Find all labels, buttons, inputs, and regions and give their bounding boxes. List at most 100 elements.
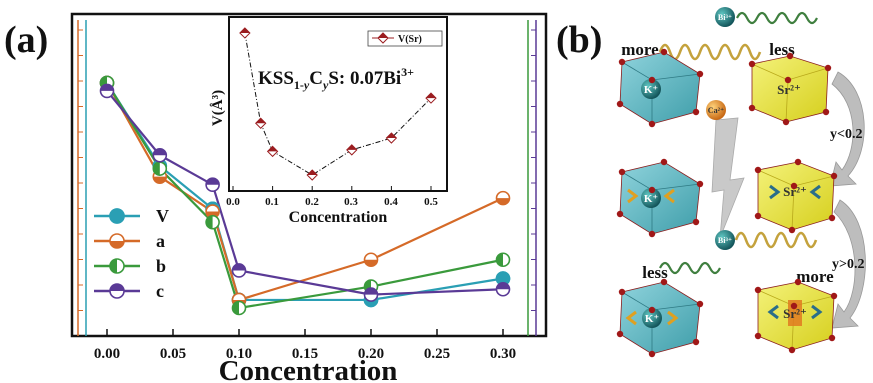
oxygen-atom	[692, 338, 700, 346]
oxygen-atom	[616, 210, 624, 218]
oxygen-atom	[788, 346, 796, 354]
inset-data-point	[346, 144, 358, 156]
data-point-c	[363, 287, 379, 302]
data-point-c	[205, 177, 220, 193]
main-x-tick-labels: 0.00 0.05 0.10 0.15 0.20 0.25 0.30	[94, 346, 516, 362]
oxygen-atom	[618, 58, 626, 66]
oxygen-atom	[648, 186, 656, 194]
oxygen-atom	[830, 172, 838, 180]
inset-x-tick-label: 0.1	[265, 196, 279, 208]
oxygen-atom	[790, 302, 798, 310]
condition-y-greater: y>0.2	[832, 257, 864, 272]
k-polyhedron-3: K⁺	[619, 281, 701, 355]
sr-ion-label: Sr²⁺	[777, 82, 801, 97]
data-point-V	[495, 271, 511, 286]
sr-polyhedron-1: Sr²⁺	[751, 55, 829, 123]
inset-x-tick-label: 0.4	[384, 196, 398, 208]
inset-legend: V(Sr)	[367, 30, 443, 47]
oxygen-atom	[648, 306, 656, 314]
oxygen-atom	[828, 214, 836, 222]
x-tick-label: 0.30	[490, 346, 516, 362]
ca-ion-label: Ca²⁺	[708, 106, 724, 115]
oxygen-atom	[790, 182, 798, 190]
bi-ion-top-label: Bi³⁺	[718, 13, 732, 22]
oxygen-atom	[828, 334, 836, 342]
data-point-a	[495, 190, 511, 206]
lightning-bolt	[711, 117, 745, 239]
oxygen-atom	[616, 330, 624, 338]
x-tick-label: 0.20	[358, 346, 384, 362]
inset-data-point	[306, 169, 318, 181]
oxygen-atom	[660, 48, 668, 56]
x-tick-label: 0.05	[160, 346, 186, 362]
legend-label: a	[156, 231, 165, 251]
data-point-c	[231, 263, 247, 278]
word-more-bottom: more	[796, 267, 834, 286]
oxygen-atom	[618, 288, 626, 296]
k-polyhedron-1: K⁺	[619, 51, 701, 125]
x-tick-label: 0.10	[226, 346, 252, 362]
inset-data-point	[425, 92, 437, 104]
oxygen-atom	[788, 226, 796, 234]
inset-legend-label: V(Sr)	[398, 34, 422, 45]
oxygen-atom	[754, 212, 762, 220]
main-x-ticks	[106, 329, 504, 336]
data-point-c	[99, 83, 115, 99]
right-axis-stripes	[527, 20, 537, 336]
legend-label: b	[156, 256, 166, 276]
sr-polyhedron-3: Sr²⁺	[757, 281, 835, 351]
data-point-b	[205, 214, 220, 230]
main-x-axis-label: Concentration	[219, 355, 398, 383]
inset-y-axis-label: V(Å³)	[210, 90, 226, 126]
condition-y-less: y<0.2	[830, 127, 862, 142]
oxygen-atom	[616, 100, 624, 108]
oxygen-atom	[784, 76, 792, 84]
legend-label: V	[156, 206, 169, 226]
left-axis-stripes	[77, 20, 87, 336]
oxygen-atom	[648, 230, 656, 238]
inset-x-axis-label: Concentration	[289, 209, 388, 226]
series-line-b	[106, 82, 504, 310]
main-series-layer	[99, 75, 511, 316]
series-line-a	[106, 82, 504, 302]
inset-series-layer	[239, 27, 437, 181]
spring-bottom-right	[734, 231, 818, 249]
oxygen-atom	[648, 120, 656, 128]
inset-x-tick-label: 0.3	[344, 196, 358, 208]
x-tick-label: 0.00	[94, 346, 120, 362]
inset-data-point	[385, 132, 398, 144]
sr-ion-label: Sr²⁺	[783, 306, 807, 321]
k-ion-label: K⁺	[644, 193, 659, 205]
panel-a-label: (a)	[4, 19, 48, 61]
oxygen-atom	[794, 158, 802, 166]
oxygen-atom	[794, 278, 802, 286]
bi-ion-bottom-label: Bi³⁺	[718, 236, 732, 245]
k-polyhedron-2: K⁺	[619, 161, 701, 235]
oxygen-atoms	[616, 48, 838, 358]
oxygen-atom	[754, 332, 762, 340]
spring-top-left	[658, 43, 762, 61]
sr-ion-label: Sr²⁺	[783, 184, 807, 199]
inset-x-tick-label: 0.2	[305, 196, 319, 208]
inset-data-point	[266, 145, 279, 158]
spring-bottom-left	[659, 261, 721, 275]
spring-top-right	[736, 11, 818, 25]
oxygen-atom	[696, 180, 704, 188]
inset-x-tick-labels: 0.0 0.1 0.2 0.3 0.4 0.5	[226, 196, 438, 208]
oxygen-atom	[618, 168, 626, 176]
panel-b-label: (b)	[556, 19, 602, 61]
oxygen-atom	[824, 64, 832, 72]
oxygen-atom	[748, 104, 756, 112]
oxygen-atom	[786, 52, 794, 60]
data-point-b	[152, 161, 168, 176]
legend-label: c	[156, 281, 164, 301]
sr-polyhedron-2: Sr²⁺	[757, 161, 835, 231]
oxygen-atom	[648, 76, 656, 84]
k-ion-label: K⁺	[644, 84, 659, 96]
oxygen-atom	[692, 218, 700, 226]
oxygen-atom	[660, 158, 668, 166]
data-point-c	[152, 147, 168, 163]
legend-marker	[109, 233, 125, 249]
data-point-a	[363, 252, 379, 268]
